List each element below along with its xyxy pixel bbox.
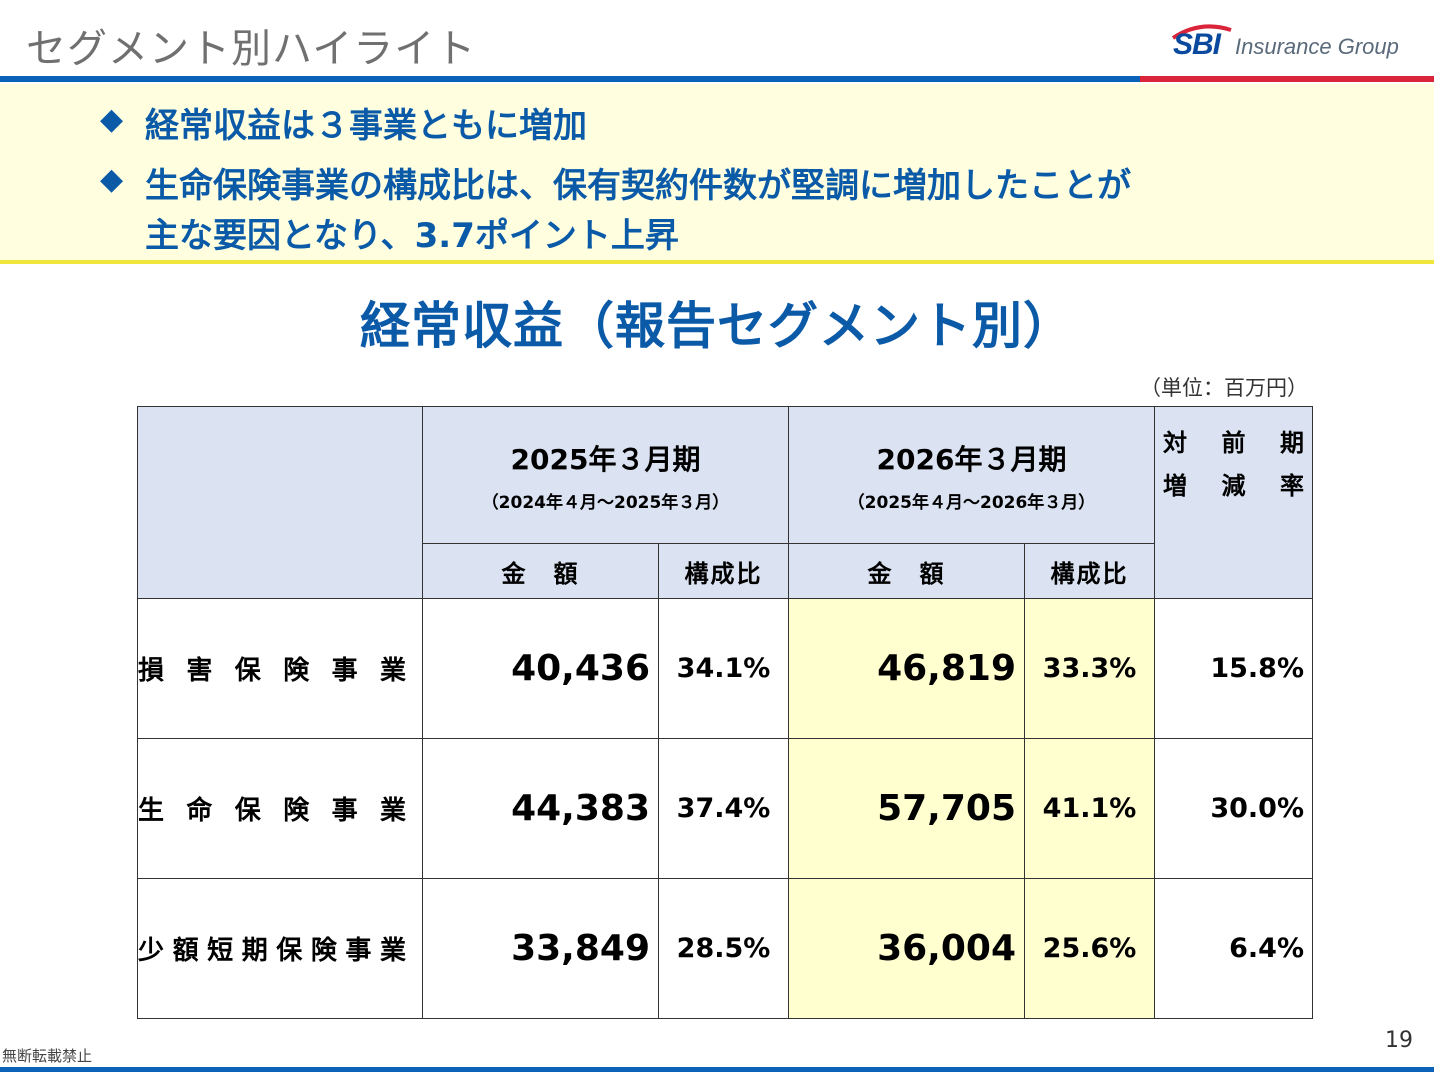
amount-2025: 44,383 <box>422 738 659 879</box>
table-row: 生命保険事業 44,383 37.4% 57,705 41.1% 30.0% <box>137 738 1313 879</box>
amount-2026: 57,705 <box>788 738 1025 879</box>
yoy-header-char: 期 <box>1280 429 1304 457</box>
yoy-header-char: 減 <box>1221 472 1246 500</box>
bullet-diamond-icon: ◆ <box>100 102 124 137</box>
bullet-diamond-icon: ◆ <box>100 162 124 197</box>
segment-label: 生命保険事業 <box>137 738 423 879</box>
ratio-header: 構成比 <box>658 543 789 599</box>
amount-2025: 33,849 <box>422 878 659 1019</box>
amount-header: 金 額 <box>788 543 1025 599</box>
corner-header-cell <box>137 406 423 599</box>
yoy-header-char: 対 <box>1163 429 1187 457</box>
unit-label: （単位：百万円） <box>1140 376 1308 400</box>
logo-group-text: Insurance Group <box>1235 34 1399 59</box>
ratio-2026: 33.3% <box>1024 598 1155 739</box>
footer-band <box>0 1067 1434 1072</box>
period-range: （2024年４月～2025年３月） <box>481 492 730 513</box>
page-title: セグメント別ハイライト <box>26 26 477 72</box>
period-header-2026: 2026年３月期 （2025年４月～2026年３月） <box>788 406 1155 544</box>
highlight-line-1: 経常収益は３事業ともに増加 <box>145 106 587 146</box>
segment-label: 損害保険事業 <box>137 598 423 739</box>
page-number: 19 <box>1385 1028 1413 1053</box>
ratio-2026: 41.1% <box>1024 738 1155 879</box>
yoy-rate: 30.0% <box>1154 738 1313 879</box>
yoy-header-char: 率 <box>1280 472 1304 500</box>
highlight-line-2b: 主な要因となり、3.7ポイント上昇 <box>145 216 679 256</box>
header-band-red <box>1140 76 1434 82</box>
amount-2025: 40,436 <box>422 598 659 739</box>
section-title: 経常収益（報告セグメント別） <box>360 297 1074 355</box>
highlight-line-2a: 生命保険事業の構成比は、保有契約件数が堅調に増加したことが <box>145 166 1131 206</box>
amount-header: 金 額 <box>422 543 659 599</box>
segment-revenue-table: 2025年３月期 （2024年４月～2025年３月） 2026年３月期 （202… <box>137 406 1313 1019</box>
table-row: 少額短期保険事業 33,849 28.5% 36,004 25.6% 6.4% <box>137 878 1313 1019</box>
logo-sbi-text: SBI <box>1173 28 1221 61</box>
yoy-rate: 15.8% <box>1154 598 1313 739</box>
ratio-2025: 28.5% <box>658 878 789 1019</box>
ratio-2025: 37.4% <box>658 738 789 879</box>
amount-2026: 46,819 <box>788 598 1025 739</box>
sbi-logo: SBI Insurance Group <box>1165 22 1415 70</box>
footer-note: 無断転載禁止 <box>2 1047 93 1065</box>
ratio-header: 構成比 <box>1024 543 1155 599</box>
header-band-blue <box>0 76 1140 82</box>
amount-2026: 36,004 <box>788 878 1025 1019</box>
period-range: （2025年４月～2026年３月） <box>847 492 1096 513</box>
table-row: 損害保険事業 40,436 34.1% 46,819 33.3% 15.8% <box>137 598 1313 739</box>
yoy-rate: 6.4% <box>1154 878 1313 1019</box>
period-label: 2026年３月期 <box>876 442 1067 476</box>
yoy-header: 対 前 期 増 減 率 <box>1154 406 1313 599</box>
period-header-2025: 2025年３月期 （2024年４月～2025年３月） <box>422 406 789 544</box>
highlight-box: ◆ 経常収益は３事業ともに増加 ◆ 生命保険事業の構成比は、保有契約件数が堅調に… <box>0 84 1434 264</box>
segment-label: 少額短期保険事業 <box>137 878 423 1019</box>
ratio-2026: 25.6% <box>1024 878 1155 1019</box>
ratio-2025: 34.1% <box>658 598 789 739</box>
yoy-header-char: 前 <box>1221 429 1246 457</box>
period-label: 2025年３月期 <box>510 442 701 476</box>
logo-arc-icon <box>1171 24 1232 40</box>
yoy-header-char: 増 <box>1163 472 1187 500</box>
